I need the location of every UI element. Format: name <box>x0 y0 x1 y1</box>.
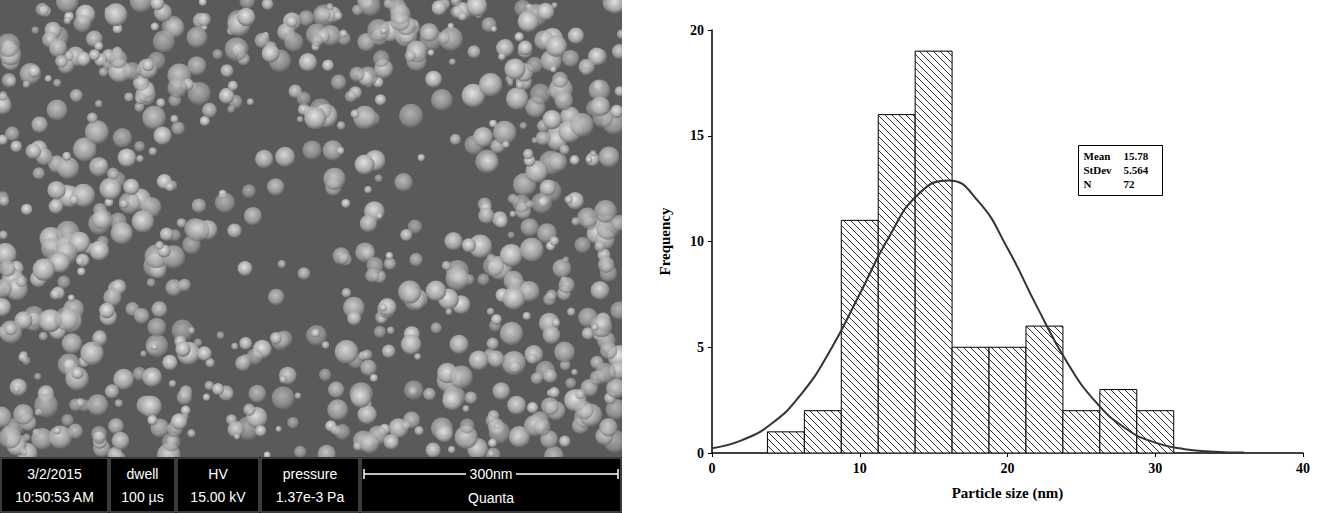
svg-text:20: 20 <box>690 23 704 38</box>
svg-text:15.00 kV: 15.00 kV <box>190 489 246 505</box>
svg-text:1.37e-3 Pa: 1.37e-3 Pa <box>276 489 345 505</box>
svg-text:100 µs: 100 µs <box>121 489 163 505</box>
svg-text:10:50:53 AM: 10:50:53 AM <box>15 489 94 505</box>
svg-text:5: 5 <box>697 340 704 355</box>
svg-text:20: 20 <box>1001 461 1015 476</box>
svg-text:dwell: dwell <box>127 466 159 482</box>
svg-text:10: 10 <box>690 234 704 249</box>
svg-text:StDev: StDev <box>1084 164 1113 176</box>
svg-text:HV: HV <box>208 466 228 482</box>
svg-text:Quanta: Quanta <box>468 490 514 506</box>
svg-text:Particle size (nm): Particle size (nm) <box>952 485 1064 502</box>
svg-text:0: 0 <box>709 461 716 476</box>
svg-text:72: 72 <box>1124 178 1136 190</box>
svg-text:5.564: 5.564 <box>1124 164 1149 176</box>
svg-text:N: N <box>1084 178 1092 190</box>
svg-text:pressure: pressure <box>283 466 338 482</box>
svg-text:40: 40 <box>1296 461 1310 476</box>
svg-text:0: 0 <box>697 446 704 461</box>
svg-text:10: 10 <box>853 461 867 476</box>
svg-text:Frequency: Frequency <box>657 207 673 276</box>
svg-text:300nm: 300nm <box>470 466 513 482</box>
svg-text:3/2/2015: 3/2/2015 <box>27 466 82 482</box>
svg-text:Mean: Mean <box>1084 150 1111 162</box>
svg-text:15: 15 <box>690 128 704 143</box>
svg-text:30: 30 <box>1148 461 1162 476</box>
svg-text:15.78: 15.78 <box>1124 150 1149 162</box>
